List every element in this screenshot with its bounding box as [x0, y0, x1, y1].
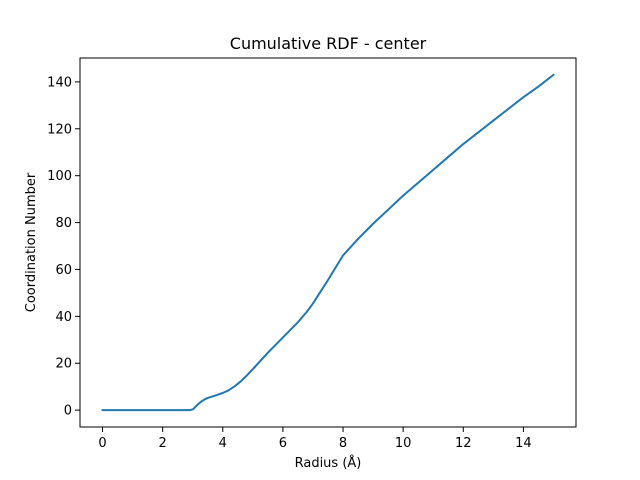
y-tick-label: 60 [55, 263, 72, 278]
y-tick-label: 140 [47, 75, 72, 90]
x-axis-label: Radius (Å) [295, 455, 362, 471]
y-tick-label: 0 [64, 404, 72, 419]
y-tick-label: 100 [47, 169, 72, 184]
chart-title: Cumulative RDF - center [230, 34, 427, 53]
x-axis-ticks: 0 2 4 6 8 10 12 14 [98, 427, 532, 451]
x-tick-label: 10 [395, 436, 412, 451]
y-tick-label: 120 [47, 122, 72, 137]
series-line [101, 73, 555, 412]
y-tick-label: 20 [55, 357, 72, 372]
x-tick-label: 2 [159, 436, 167, 451]
x-tick-label: 0 [98, 436, 106, 451]
x-tick-label: 8 [339, 436, 347, 451]
y-tick-label: 40 [55, 310, 72, 325]
y-axis-ticks: 0 20 40 60 80 100 120 140 [47, 75, 80, 419]
x-tick-label: 12 [455, 436, 472, 451]
x-tick-label: 14 [515, 436, 532, 451]
y-tick-label: 80 [55, 216, 72, 231]
axes-frame [79, 57, 577, 428]
plot-area [101, 73, 555, 412]
x-tick-label: 4 [219, 436, 227, 451]
y-axis-label: Coordination Number [24, 172, 39, 312]
x-tick-label: 6 [279, 436, 287, 451]
